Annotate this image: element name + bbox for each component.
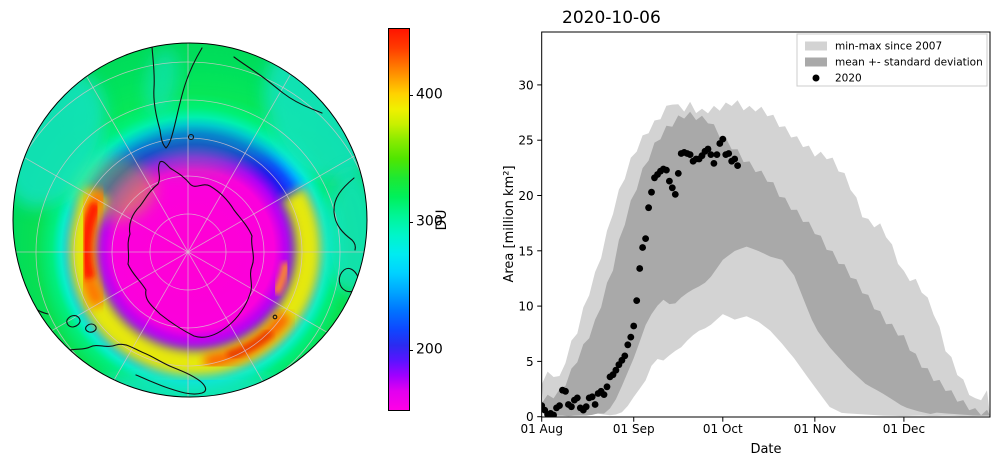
data-point-2020 [624,341,632,349]
data-point-2020 [671,191,679,198]
y-tick-label: 5 [526,355,534,369]
data-point-2020 [725,150,733,157]
parallel-circle [149,213,227,291]
data-point-2020 [612,366,620,374]
parallel-circle [35,99,341,397]
collar-red-arc-bottom [226,328,274,360]
spring-green-wash [70,63,320,167]
data-point-2020 [674,170,682,177]
data-point-2020 [731,155,739,163]
parallel-circle [111,175,265,329]
colorbar-tick-300 [409,222,413,223]
data-point-2020 [636,265,644,272]
coastline-africa [233,56,323,114]
legend-label-minmax: min-max since 2007 [835,41,942,53]
meridian-line [187,43,309,253]
legend-marker-2020 [812,74,820,82]
data-point-2020 [668,184,676,192]
coastline-new-zealand-2 [85,323,97,333]
data-point-2020 [556,402,563,409]
coastline-right-landmass [333,177,356,251]
band-mean-std [541,111,990,417]
x-tick-label: 01 Dec [883,422,925,436]
colorbar-tick-label-200: 200 [416,341,443,358]
coastline-australia [62,343,207,395]
data-point-2020 [568,403,575,411]
x-tick-label: 01 Nov [794,422,837,436]
coastline-falkland-island [187,133,195,141]
meridian-line [67,43,189,253]
colorbar-tick-label-400: 400 [416,86,443,103]
data-point-2020 [686,151,694,159]
data-point-2020 [648,188,655,196]
legend-label-2020: 2020 [835,73,862,85]
colorbar [388,28,410,411]
data-point-2020 [734,162,741,170]
x-axis-label: Date [750,442,781,457]
data-point-2020 [707,151,715,159]
legend-swatch-minmax [805,41,827,51]
parallel-circle [13,61,367,397]
data-point-2020 [663,166,670,174]
legend: min-max since 2007 mean +- standard devi… [796,33,988,87]
axis-ticks: 0 5 10 15 20 25 30 01 Aug 01 Sep 01 Oct 01 Nov 01 D… [518,78,925,436]
data-point-2020 [630,322,638,330]
cyan-edge-right [324,170,367,294]
x-tick-label: 01 Sep [613,422,655,436]
data-point-2020 [603,383,611,391]
data-point-2020 [645,204,652,212]
data-point-2020 [627,333,635,341]
data-point-2020 [573,394,581,402]
y-tick-label: 20 [518,189,533,203]
data-point-2020 [639,244,646,251]
collar-red-arc-left [80,201,102,280]
y-tick-label: 15 [518,244,533,258]
parallel-circle [73,137,303,367]
data-point-2020 [550,411,557,417]
legend-swatch-meanstd [805,57,827,67]
x-tick-label: 01 Aug [520,422,563,436]
y-axis-label: Area [million km²] [502,165,517,282]
plot-frame [541,31,991,418]
colorbar-tick-400 [409,95,413,96]
meridian-line [67,251,189,397]
data-point-2020 [588,393,596,401]
x-tick-label: 01 Oct [703,422,743,436]
legend-box [796,33,988,87]
coastline-antarctica [127,160,254,338]
data-point-2020 [633,297,641,304]
coastline-new-zealand-1 [66,315,81,328]
data-point-2020 [704,145,712,153]
data-point-2020 [600,391,608,398]
colorbar-tick-200 [409,350,413,351]
coastline-small-island [272,314,278,320]
data-point-2020 [713,151,721,159]
colorbar-unit-label: DU [434,209,450,231]
collar-orange-streak-right [272,262,291,296]
data-point-2020 [710,160,718,167]
map-outline [12,42,368,398]
data-point-2020 [562,387,569,395]
plot-content [541,100,990,417]
ozone-map-panel [12,42,368,398]
data-point-2020 [582,403,590,411]
y-tick-label: 10 [518,300,533,314]
data-point-2020 [666,177,673,185]
colorbar-tick-label-300: 300 [416,213,443,230]
y-tick-label: 30 [518,78,533,92]
y-tick-label: 25 [518,134,533,148]
cyan-edge-bottom [78,372,302,397]
meridian-line [187,251,309,397]
data-point-2020 [621,352,629,360]
legend-label-meanstd: mean +- standard deviation [835,57,983,69]
data-point-2020 [642,235,649,243]
y-tick-label: 0 [526,410,534,424]
coastline-south-america [151,46,203,149]
data-point-2020 [719,135,727,143]
chart-title: 2020-10-06 [562,8,661,28]
data-point-2020 [591,401,599,408]
area-timeseries-chart: 2020-10-06 0 5 10 15 20 25 30 01 Aug 01 Sep 01 Oc… [502,8,991,457]
